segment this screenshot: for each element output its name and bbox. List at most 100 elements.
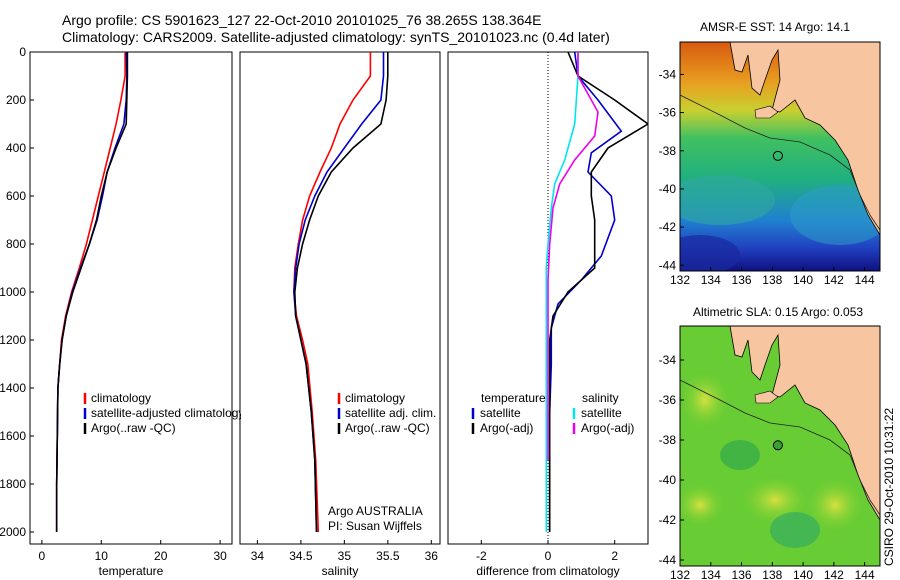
- x-tick-label: 132: [670, 273, 690, 287]
- y-tick-label: 0: [19, 45, 26, 59]
- figure-title-line1: Argo profile: CS 5901623_127 22-Oct-2010…: [62, 12, 542, 28]
- y-tick-label: 1400: [0, 381, 26, 395]
- salinity-xlabel: salinity: [322, 564, 359, 578]
- salinity-axes: [239, 51, 441, 545]
- y-tick-label: 800: [6, 237, 26, 251]
- difference-xlabel: difference from climatology: [476, 564, 619, 578]
- series-line-temperature-2: [55, 52, 129, 532]
- y-tick-label: -38: [659, 433, 677, 447]
- x-tick-label: 35.5: [376, 549, 400, 563]
- x-tick-label: 136: [732, 273, 752, 287]
- y-tick-label: -42: [659, 513, 677, 527]
- x-tick-label: 132: [670, 568, 690, 580]
- x-tick-label: 140: [793, 568, 813, 580]
- sla-anomaly: [680, 370, 730, 430]
- x-tick-label: 30: [213, 549, 227, 563]
- x-tick-label: 36: [425, 549, 439, 563]
- sla-argo-marker: [772, 440, 783, 451]
- y-tick-label: -36: [659, 393, 677, 407]
- y-tick-label: 1800: [0, 477, 26, 491]
- series-line-temperature-0: [55, 52, 126, 532]
- csiro-timestamp: CSIRO 29-Oct-2010 10:31:22: [882, 408, 896, 566]
- temperature-axes: [29, 51, 233, 545]
- y-tick-label: 2000: [0, 525, 26, 539]
- legend-label: climatology: [91, 391, 151, 405]
- legend-label: satellite: [480, 406, 521, 420]
- sst-patch: [790, 185, 880, 245]
- legend-label: satellite: [581, 406, 622, 420]
- sst-map-frame: [679, 41, 881, 272]
- series-line-difference-1: [548, 52, 648, 532]
- series-line-difference-0: [548, 52, 623, 532]
- x-tick-label: 0: [39, 549, 46, 563]
- temperature-xlabel: temperature: [99, 564, 164, 578]
- sst-argo-marker: [772, 150, 783, 161]
- series-line-difference-3: [547, 52, 599, 460]
- series-line-salinity-1: [293, 52, 385, 533]
- x-tick-label: 34.5: [289, 549, 313, 563]
- x-tick-label: 138: [762, 568, 782, 580]
- x-tick-label: 35: [338, 549, 352, 563]
- series-line-difference-2: [545, 52, 579, 532]
- x-tick-label: 140: [793, 273, 813, 287]
- difference-panel: -2 0 2 difference from climatology tempera…: [447, 51, 649, 578]
- series-line-salinity-0: [293, 52, 372, 533]
- y-tick-label: -44: [659, 553, 677, 567]
- y-tick-label: -34: [659, 353, 677, 367]
- legend-label: Argo(-adj): [581, 421, 634, 435]
- y-tick-label: 1600: [0, 429, 26, 443]
- y-tick-label: -44: [659, 258, 677, 272]
- legend-label: satellite-adjusted climatology: [91, 406, 244, 420]
- y-tick-label: -42: [659, 220, 677, 234]
- y-tick-label: -40: [659, 473, 677, 487]
- x-tick-label: 142: [824, 568, 844, 580]
- x-tick-label: 134: [701, 568, 721, 580]
- x-tick-label: 144: [855, 273, 875, 287]
- y-tick-label: -36: [659, 106, 677, 120]
- sst-map: AMSR-E SST: 14 Argo: 14.1 132 134 136 138 14…: [659, 20, 881, 287]
- sst-patch: [680, 235, 740, 271]
- argo-program-label: Argo AUSTRALIA: [328, 504, 423, 518]
- x-tick-label: 136: [732, 568, 752, 580]
- legend-label: satellite adj. clim.: [345, 406, 436, 420]
- y-tick-label: -38: [659, 144, 677, 158]
- sla-anomaly: [770, 512, 820, 548]
- legend-header-temperature: temperature: [481, 391, 546, 405]
- series-line-salinity-2: [293, 52, 389, 533]
- x-tick-label: 34: [251, 549, 265, 563]
- sla-shelf-contour: [680, 379, 880, 516]
- sla-map-frame: [679, 325, 881, 567]
- sla-map-title: Altimetric SLA: 0.15 Argo: 0.053: [693, 305, 863, 319]
- x-tick-label: 10: [95, 549, 109, 563]
- x-tick-label: 2: [611, 549, 618, 563]
- y-tick-label: -34: [659, 67, 677, 81]
- pi-label: PI: Susan Wijffels: [328, 519, 422, 533]
- legend-label: climatology: [345, 391, 405, 405]
- sst-island: [754, 105, 779, 119]
- legend-label: Argo(-adj): [480, 421, 533, 435]
- salinity-panel: 34 34.5 35 35.5 36 salinity climatologysatel…: [239, 51, 441, 578]
- sst-map-title: AMSR-E SST: 14 Argo: 14.1: [700, 20, 850, 34]
- sla-anomaly: [805, 477, 865, 533]
- difference-legend: temperature salinitysatelliteArgo(-adj)sa…: [471, 391, 634, 435]
- y-tick-label: 1200: [0, 333, 26, 347]
- legend-label: Argo(..raw -QC): [91, 421, 176, 435]
- temperature-panel: 0 200 400 600 800 1000 1200 1400 1600 1800 2000 0 1…: [0, 45, 244, 578]
- sla-island: [754, 390, 779, 404]
- x-tick-label: 138: [762, 273, 782, 287]
- sst-shelf-contour: [680, 94, 880, 231]
- y-tick-label: 1000: [0, 285, 26, 299]
- legend-header-salinity: salinity: [582, 391, 619, 405]
- y-tick-label: 400: [6, 141, 26, 155]
- sla-map: Altimetric SLA: 0.15 Argo: 0.053 132 134 1…: [659, 305, 881, 580]
- sla-anomaly: [720, 440, 760, 470]
- figure-title-line2: Climatology: CARS2009. Satellite-adjuste…: [62, 29, 610, 45]
- x-tick-label: -2: [476, 549, 487, 563]
- sst-patch: [680, 175, 775, 225]
- x-tick-label: 144: [855, 568, 875, 580]
- y-tick-label: 200: [6, 93, 26, 107]
- y-tick-label: -40: [659, 182, 677, 196]
